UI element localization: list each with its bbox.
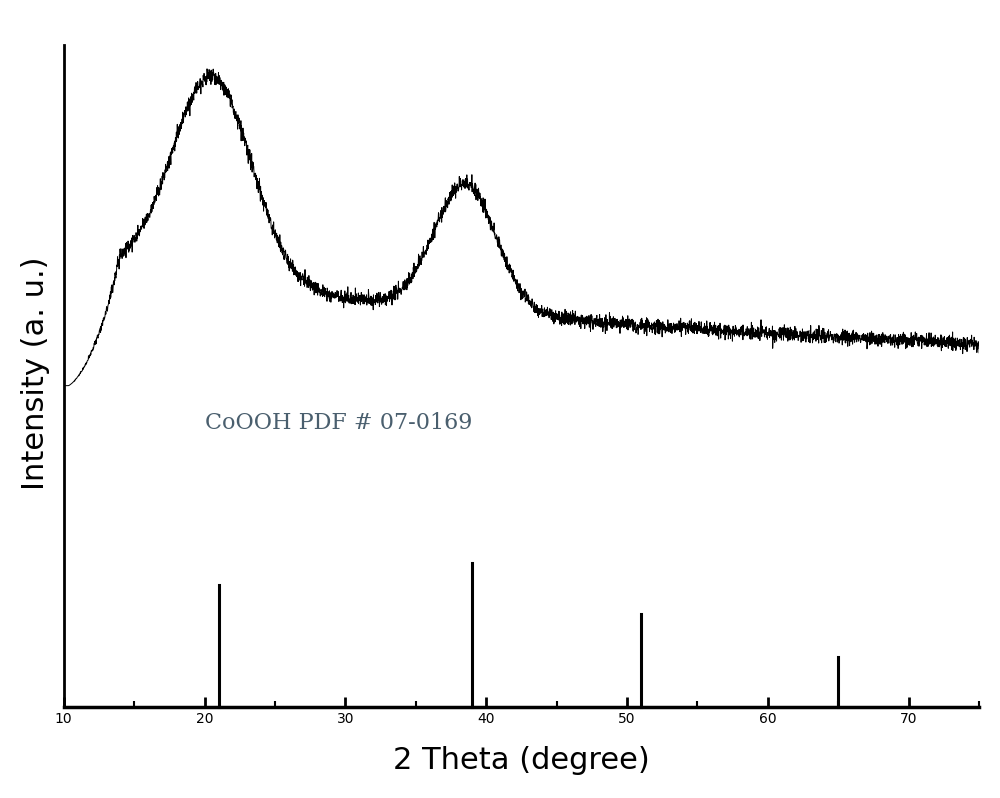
Text: CoOOH PDF # 07-0169: CoOOH PDF # 07-0169 — [205, 412, 472, 434]
Y-axis label: Intensity (a. u.): Intensity (a. u.) — [21, 257, 50, 491]
X-axis label: 2 Theta (degree): 2 Theta (degree) — [393, 745, 650, 775]
